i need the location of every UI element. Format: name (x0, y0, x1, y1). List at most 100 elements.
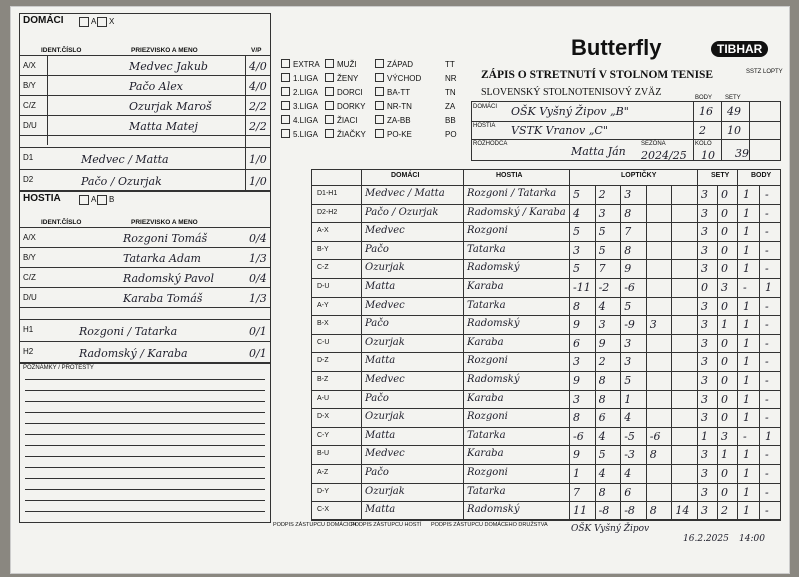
game-points: 1 (743, 485, 750, 499)
game-away: Radomský (467, 318, 520, 330)
league-option: ŽIACI (337, 116, 358, 125)
game-points: 1 (765, 429, 772, 443)
game-score: 2 (598, 188, 606, 201)
doubles-name: Pačo / Ozurjak (81, 175, 162, 188)
league-option: NR-TN (387, 102, 412, 111)
rule (25, 500, 265, 501)
date: 16.2.2025 (683, 533, 729, 544)
game-points: - (765, 188, 769, 201)
league-option: PO (445, 130, 457, 139)
rule (311, 519, 781, 521)
rule (19, 307, 271, 308)
game-score: 5 (573, 188, 580, 201)
game-score: -5 (624, 429, 635, 443)
rule (721, 101, 722, 161)
game-order: C-Y (317, 431, 330, 439)
rule (19, 115, 271, 116)
rule (693, 101, 694, 161)
league-option: TN (445, 88, 456, 97)
game-order: D1-H1 (317, 190, 338, 197)
game-order: A-Y (317, 301, 329, 309)
player-pos: D/U (23, 121, 37, 130)
rule (19, 227, 271, 228)
game-home: Ozurjak (365, 262, 405, 274)
game-points: 1 (765, 281, 772, 294)
league-option: ŽENY (337, 74, 359, 83)
game-away: Karaba (467, 281, 504, 292)
box (325, 101, 334, 110)
box (325, 87, 334, 96)
game-sets: 3 (701, 448, 708, 462)
game-score: 5 (598, 448, 606, 462)
rule (749, 101, 750, 161)
player-score: 0/4 (249, 272, 267, 285)
player-score: 2/2 (249, 120, 267, 133)
rule (25, 489, 265, 490)
sign-away: PODPIS ZÁSTUPCU HOSTÍ (351, 521, 422, 528)
rule (569, 169, 570, 520)
game-sets: 0 (721, 374, 728, 387)
box (281, 115, 290, 124)
game-home: Pačo (365, 318, 389, 330)
game-points: 1 (743, 374, 750, 387)
league-option: ZA-BB (387, 116, 411, 125)
game-score: 4 (598, 467, 606, 480)
game-order: A-X (317, 227, 329, 235)
rule (311, 352, 781, 354)
game-sets: 3 (701, 206, 708, 220)
doubles-pos: H1 (23, 325, 34, 334)
game-score: 8 (573, 411, 580, 425)
game-score: 3 (598, 318, 606, 332)
game-score: 5 (573, 225, 580, 239)
player-pos: D/U (23, 293, 37, 302)
round-label: KOLO (695, 141, 712, 147)
rule (311, 222, 781, 224)
game-order: D-Y (317, 487, 330, 495)
game-away: Radomský (467, 374, 520, 385)
league-option: 4.LIGA (293, 116, 318, 125)
game-order: C-U (317, 338, 330, 346)
game-points: - (765, 374, 769, 387)
game-score: -8 (624, 504, 635, 518)
game-points: - (743, 429, 747, 443)
league-option: 2.LIGA (293, 88, 318, 97)
game-order: B-Z (317, 376, 329, 383)
box (311, 169, 781, 520)
rule (19, 247, 271, 248)
game-home: Ozurjak (365, 485, 405, 497)
game-away: Rozgoni / Tatarka (467, 188, 557, 199)
game-sets: 3 (721, 429, 728, 443)
player-pos: B/Y (23, 253, 36, 262)
game-points: 1 (743, 392, 750, 406)
game-points: 1 (743, 336, 750, 350)
game-points: 1 (743, 411, 750, 425)
game-away: Tatarka (467, 243, 506, 255)
box (281, 73, 290, 82)
rule (311, 185, 781, 186)
box (375, 115, 384, 124)
game-score: 5 (598, 225, 606, 239)
rule (25, 511, 265, 512)
game-sets: 0 (721, 262, 728, 276)
home-label: DOMÁCI (23, 15, 64, 26)
sets-label: SETY (725, 95, 741, 101)
game-sets: 3 (701, 188, 708, 201)
rule (19, 55, 271, 56)
round: 10 (701, 149, 715, 162)
rule (19, 319, 271, 320)
game-away: Karaba (467, 336, 504, 348)
game-score: 3 (624, 355, 632, 369)
game-points: 1 (743, 355, 750, 369)
game-sets: 3 (701, 504, 708, 518)
game-score: 7 (624, 225, 632, 239)
rule (311, 315, 781, 317)
game-sets: 3 (701, 262, 708, 276)
game-points: 1 (743, 262, 750, 276)
league-option: DORCI (337, 88, 363, 97)
game-score: -6 (573, 429, 584, 443)
game-score: -3 (624, 448, 635, 462)
game-score: 8 (598, 392, 606, 406)
games-column: DOMÁCI (391, 172, 420, 179)
box (79, 195, 89, 205)
